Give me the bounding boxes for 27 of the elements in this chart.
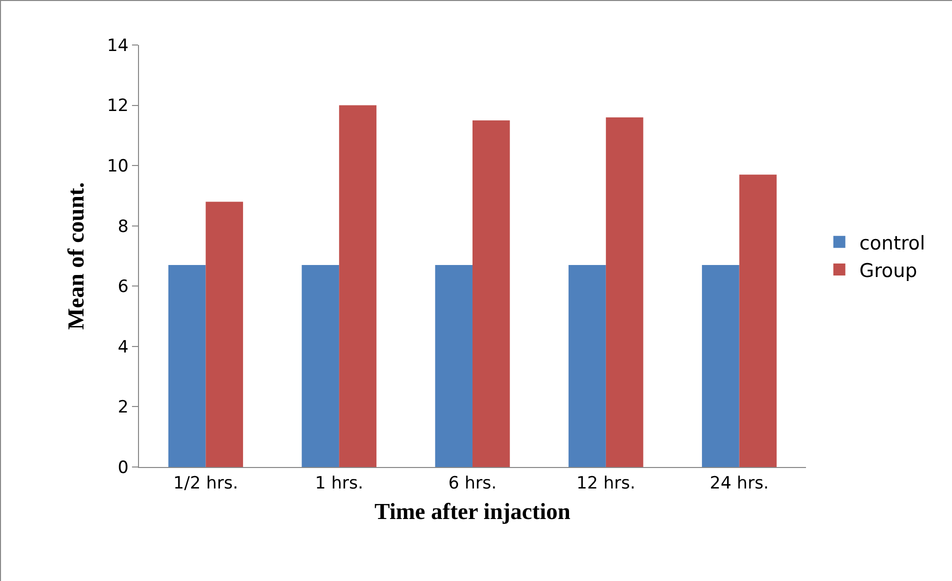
x-tick-label: 24 hrs. <box>710 473 769 494</box>
x-tick-label: 1/2 hrs. <box>173 473 238 494</box>
y-tick-label: 4 <box>118 337 129 358</box>
x-axis-title: Time after injaction <box>374 499 571 524</box>
legend-label: control <box>859 232 926 254</box>
bar <box>739 174 777 467</box>
bar <box>606 117 644 467</box>
y-tick-label: 8 <box>118 216 129 237</box>
y-tick-label: 14 <box>106 36 129 56</box>
y-tick-label: 6 <box>118 277 129 298</box>
x-tick-label: 12 hrs. <box>576 473 636 494</box>
bar <box>302 265 340 467</box>
y-tick-label: 2 <box>118 398 129 418</box>
y-tick-label: 0 <box>118 458 129 478</box>
bar <box>568 265 606 467</box>
legend-label: Group <box>859 260 918 282</box>
x-tick-label: 6 hrs. <box>448 473 497 494</box>
x-tick-label: 1 hrs. <box>314 473 364 494</box>
bar <box>702 265 740 467</box>
bar <box>339 105 376 467</box>
y-tick-label: 12 <box>106 96 129 116</box>
y-tick-label: 10 <box>106 156 129 177</box>
y-axis-title: Mean of count. <box>63 182 88 330</box>
bar <box>168 265 206 467</box>
bar <box>472 120 510 467</box>
bar <box>435 265 472 467</box>
bar <box>206 202 244 467</box>
